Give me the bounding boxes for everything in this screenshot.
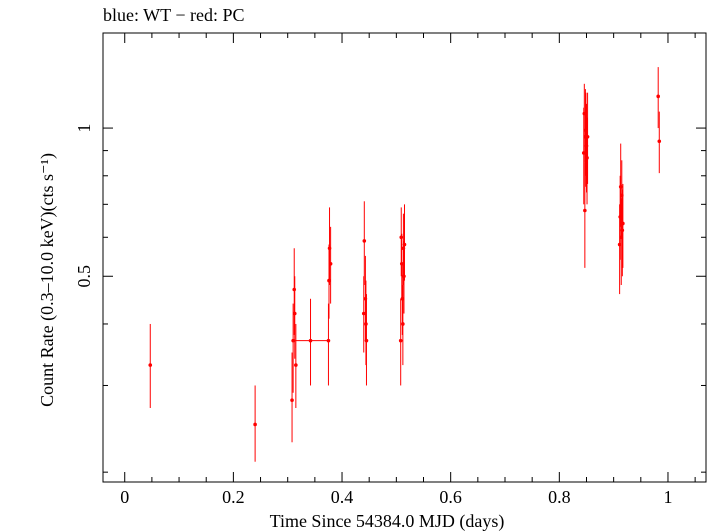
data-point <box>656 67 660 129</box>
point-marker <box>657 139 662 144</box>
point-marker <box>402 242 407 247</box>
point-marker <box>148 363 153 367</box>
data-point <box>290 352 294 443</box>
x-tick-label: 0.4 <box>331 487 354 507</box>
data-point <box>362 201 367 285</box>
plot-frame <box>102 32 707 483</box>
x-tick-label: 1 <box>663 487 672 507</box>
point-marker <box>585 134 590 139</box>
point-marker <box>583 208 587 213</box>
data-point <box>294 323 298 408</box>
data-point <box>585 92 590 184</box>
data-point <box>293 298 328 386</box>
point-marker <box>253 422 257 427</box>
y-tick-label: 0.5 <box>74 265 94 288</box>
x-tick-label: 0.6 <box>439 487 462 507</box>
x-axis-label: Time Since 54384.0 MJD (days) <box>270 511 505 532</box>
point-marker <box>364 338 369 343</box>
point-marker <box>292 287 297 292</box>
data-point <box>328 226 333 304</box>
point-marker <box>362 239 367 243</box>
axis-tick-labels: 0 0.2 0.4 0.6 0.8 1 0.5 1 <box>74 124 672 507</box>
data-point <box>326 303 331 386</box>
chart-title: blue: WT − red: PC <box>103 5 245 25</box>
data-point <box>401 284 405 366</box>
x-tick-label: 0 <box>120 487 129 507</box>
data-point <box>253 385 257 462</box>
point-marker <box>361 311 366 316</box>
axis-ticks <box>103 33 706 482</box>
point-marker <box>308 338 313 343</box>
point-marker <box>656 94 660 99</box>
data-point <box>364 294 369 386</box>
point-marker <box>364 322 368 326</box>
point-marker <box>292 311 297 316</box>
data-points <box>148 67 662 462</box>
data-point <box>402 204 407 281</box>
point-marker <box>585 156 589 160</box>
x-tick-label: 0.2 <box>222 487 245 507</box>
y-axis-label: Count Rate (0.3–10.0 keV)(cts s⁻¹) <box>37 153 58 407</box>
point-marker <box>399 235 404 240</box>
data-point <box>148 323 153 408</box>
data-point <box>292 276 297 359</box>
point-marker <box>620 228 625 233</box>
point-marker <box>328 262 333 266</box>
data-point <box>364 280 368 366</box>
point-marker <box>294 363 298 367</box>
data-point <box>583 162 587 268</box>
y-tick-label: 1 <box>74 124 94 133</box>
point-marker <box>290 398 294 403</box>
point-marker <box>402 274 406 279</box>
data-point <box>657 111 662 174</box>
data-point <box>398 298 403 386</box>
point-marker <box>398 338 403 343</box>
point-marker <box>401 322 405 326</box>
data-point <box>621 183 625 268</box>
x-tick-label: 0.8 <box>548 487 571 507</box>
point-marker <box>621 221 625 226</box>
point-marker <box>326 338 331 343</box>
data-point <box>361 276 366 353</box>
